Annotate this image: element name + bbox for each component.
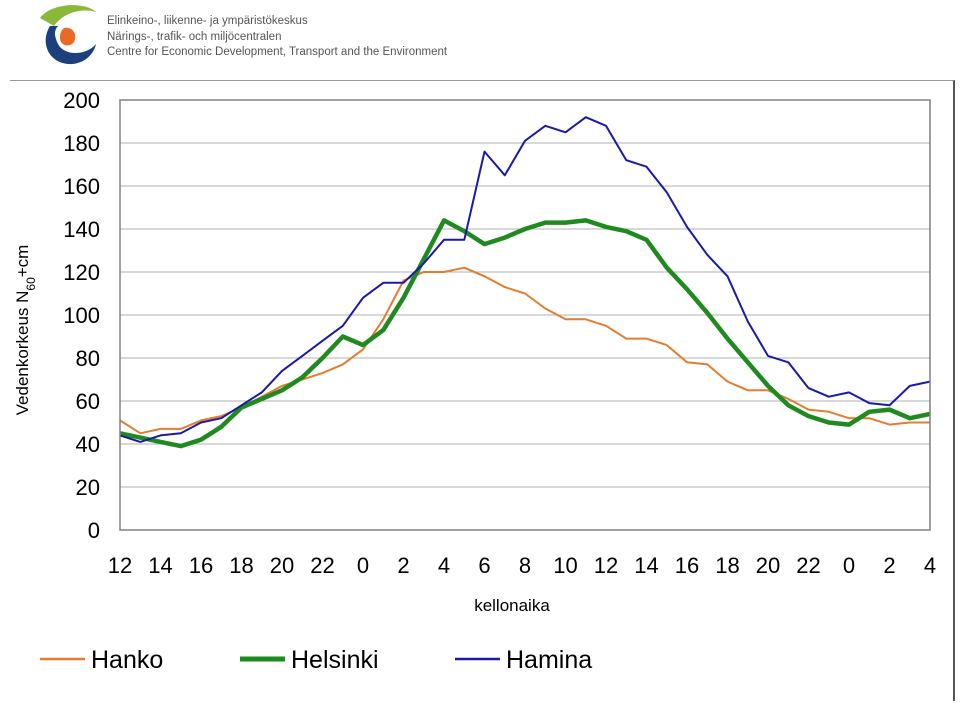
plot-border	[119, 99, 931, 531]
y-tick-label: 140	[63, 217, 100, 242]
x-tick-label: 10	[553, 553, 577, 578]
x-tick-label: 0	[357, 553, 369, 578]
y-tick-label: 180	[63, 131, 100, 156]
y-tick-label: 60	[76, 389, 100, 414]
org-name-swedish: Närings-, trafik- och miljöcentralen	[107, 30, 282, 43]
x-tick-label: 20	[756, 553, 780, 578]
x-tick-label: 22	[310, 553, 334, 578]
x-tick-label: 4	[924, 553, 936, 578]
x-tick-label: 6	[478, 553, 490, 578]
x-tick-label: 2	[883, 553, 895, 578]
x-tick-label: 14	[148, 553, 172, 578]
ely-centre-logo	[40, 5, 96, 65]
logo-green-leaf	[40, 5, 96, 26]
y-tick-label: 200	[63, 88, 100, 113]
x-tick-label: 12	[594, 553, 618, 578]
legend: Hanko Helsinki Hamina	[40, 646, 592, 674]
y-tick-label: 0	[88, 518, 100, 543]
logo-orange-drop	[60, 27, 76, 46]
y-tick-label: 40	[76, 432, 100, 457]
y-tick-label: 160	[63, 174, 100, 199]
y-axis-ticks: 0 20 40 60 80 100 120 140 160 180 200	[63, 88, 100, 543]
x-tick-label: 22	[796, 553, 820, 578]
y-tick-label: 100	[63, 303, 100, 328]
x-tick-label: 4	[438, 553, 450, 578]
y-axis-title-subscript: 60	[24, 277, 38, 291]
organization-name: Elinkeino-, liikenne- ja ympäristökeskus…	[107, 14, 447, 61]
x-tick-label: 18	[229, 553, 253, 578]
x-tick-label: 16	[189, 553, 213, 578]
legend-label-hamina: Hamina	[506, 646, 592, 674]
y-axis-title: Vedenkorkeus N60+cm	[13, 245, 38, 416]
x-axis-title: kellonaika	[474, 596, 550, 615]
y-tick-label: 120	[63, 260, 100, 285]
x-tick-label: 0	[843, 553, 855, 578]
x-tick-label: 18	[715, 553, 739, 578]
series-lines	[119, 116, 931, 449]
header: Elinkeino-, liikenne- ja ympäristökeskus…	[0, 0, 960, 76]
x-tick-label: 16	[675, 553, 699, 578]
legend-label-helsinki: Helsinki	[291, 646, 379, 674]
x-tick-label: 2	[397, 553, 409, 578]
chart-frame	[10, 80, 955, 701]
y-axis-title-unit: +cm	[13, 245, 32, 278]
logo-blue-arc	[45, 26, 96, 65]
legend-label-hanko: Hanko	[91, 646, 163, 674]
y-axis-title-main: Vedenkorkeus N	[13, 291, 32, 416]
series-line-hamina	[119, 116, 931, 443]
series-line-helsinki	[119, 218, 931, 449]
org-name-finnish: Elinkeino-, liikenne- ja ympäristökeskus	[107, 15, 308, 27]
y-tick-label: 80	[76, 346, 100, 371]
y-tick-label: 20	[76, 475, 100, 500]
x-tick-label: 20	[270, 553, 294, 578]
x-tick-label: 14	[634, 553, 658, 578]
x-axis-ticks: 12 14 16 18 20 22 0 2 4 6 8 10 12 14 16 18 20 22 0 2 4	[108, 553, 936, 578]
org-name-english: Centre for Economic Development, Transpo…	[107, 46, 448, 58]
x-tick-label: 8	[519, 553, 531, 578]
x-tick-label: 12	[108, 553, 132, 578]
